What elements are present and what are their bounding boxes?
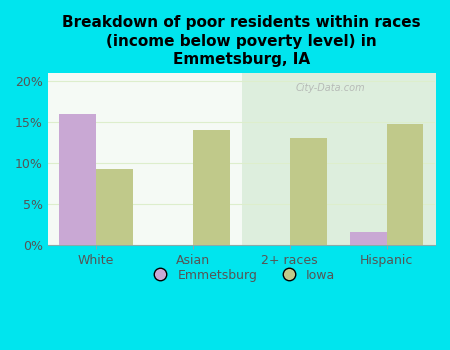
Bar — [350, 232, 387, 245]
Text: City-Data.com: City-Data.com — [296, 83, 365, 93]
Bar — [193, 130, 230, 245]
Title: Breakdown of poor residents within races
(income below poverty level) in
Emmetsb: Breakdown of poor residents within races… — [62, 15, 421, 67]
Bar — [59, 113, 96, 245]
Bar — [290, 138, 327, 245]
Bar — [96, 168, 133, 245]
Bar — [387, 124, 423, 245]
Legend: Emmetsburg, Iowa: Emmetsburg, Iowa — [143, 264, 340, 287]
